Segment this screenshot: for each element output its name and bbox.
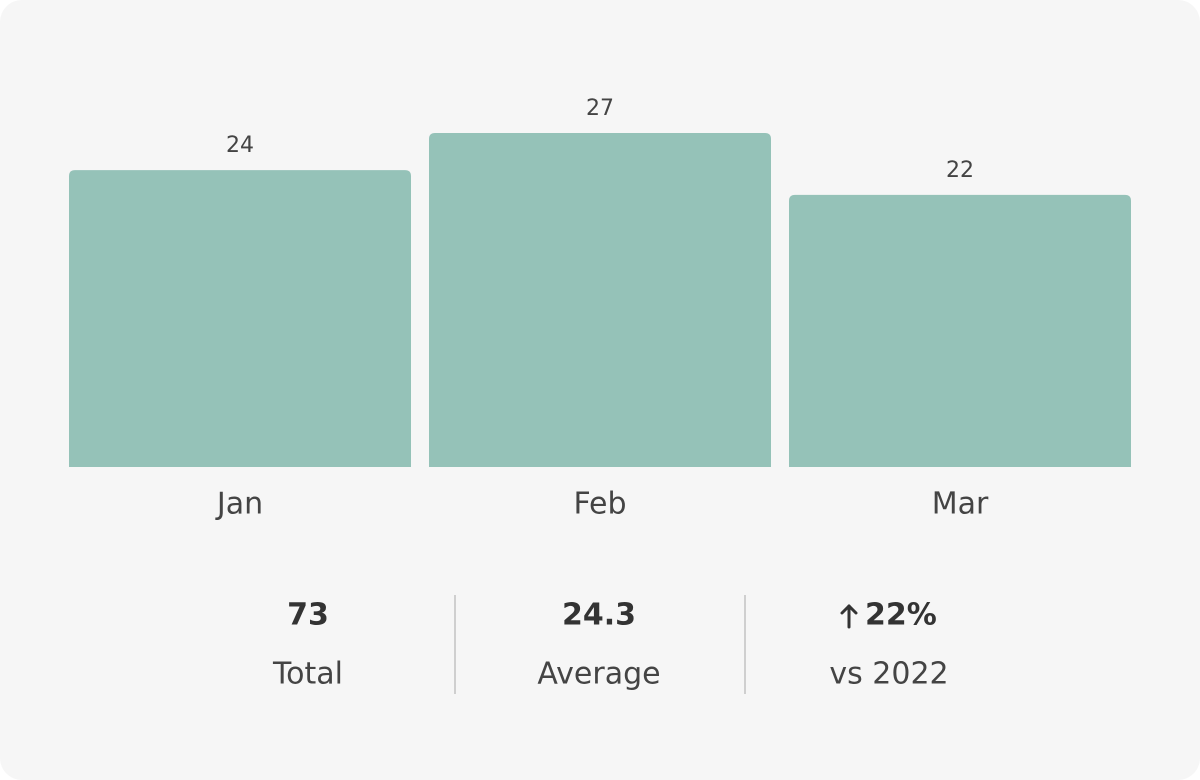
bar (789, 194, 1131, 467)
bar (69, 170, 411, 467)
x-tick-label: Feb (573, 487, 626, 522)
bar-chart: 24 Jan 27 Feb 22 Mar (69, 96, 1131, 522)
stat-value: 73 (287, 598, 329, 633)
stat-label: Total (272, 657, 343, 692)
stat-label: Average (537, 657, 660, 692)
x-tick-label: Mar (932, 487, 989, 522)
x-tick-label: Jan (215, 487, 263, 522)
bar (429, 133, 771, 467)
value-label: 22 (946, 158, 974, 183)
stat-value: 24.3 (562, 598, 636, 633)
stat-value: 22% (865, 598, 937, 633)
value-label: 27 (586, 96, 614, 121)
stat-label: vs 2022 (829, 657, 948, 692)
value-label: 24 (226, 133, 254, 158)
up-arrow-icon (840, 604, 858, 629)
